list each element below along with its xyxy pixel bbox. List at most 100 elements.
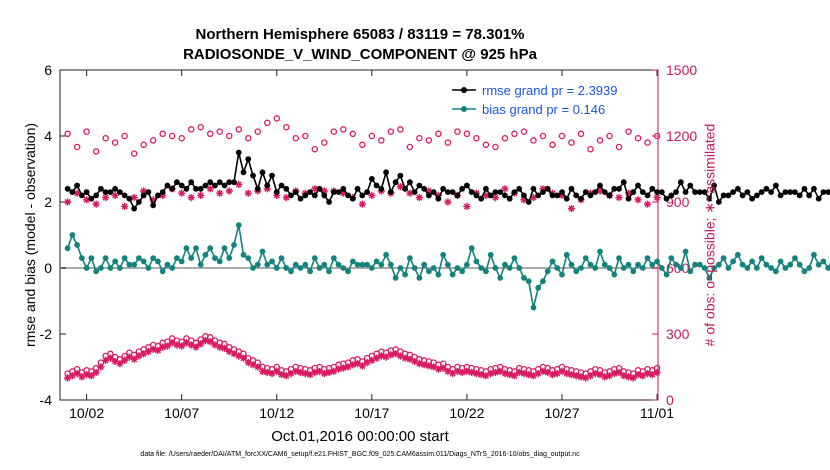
- bias-point: [535, 284, 542, 291]
- rmse-point: [820, 189, 827, 196]
- obs-possible-marker: [206, 130, 214, 138]
- bias-point: [578, 265, 584, 271]
- obs-assimilated-marker: [263, 185, 271, 193]
- obs-possible-marker: [92, 148, 100, 155]
- rmse-point: [193, 185, 199, 192]
- obs-possible-marker: [159, 130, 166, 138]
- rmse-point: [93, 192, 100, 199]
- rmse-point: [326, 199, 332, 205]
- bias-point: [321, 261, 328, 268]
- rmse-point: [763, 185, 770, 192]
- obs-assimilated-marker: [125, 353, 134, 361]
- bias-point: [521, 275, 527, 281]
- bias-point: [782, 265, 789, 271]
- obs-assimilated-marker: [529, 194, 538, 202]
- bias-point: [364, 261, 370, 268]
- bias-point: [768, 265, 775, 271]
- rmse-point: [720, 192, 727, 199]
- bias-point: [421, 261, 428, 268]
- bias-point: [506, 265, 513, 271]
- bias-point: [349, 258, 356, 265]
- obs-assimilated-marker: [624, 373, 633, 381]
- rmse-point: [164, 182, 171, 189]
- bias-point: [649, 261, 656, 268]
- bias-point: [777, 258, 784, 265]
- rmse-point: [649, 185, 656, 192]
- bias-point: [787, 261, 794, 268]
- obs-assimilated-marker: [601, 373, 609, 381]
- data-file-footnote: data file: /Users/raeder/DAI/ATM_forcXX/…: [140, 451, 580, 458]
- rmse-point: [578, 195, 584, 202]
- rmse-point: [406, 179, 413, 186]
- rmse-point: [278, 182, 285, 189]
- rmse-point: [150, 202, 157, 209]
- obs-assimilated-marker: [643, 200, 652, 208]
- bias-point: [74, 242, 81, 248]
- obs-assimilated-marker: [368, 191, 376, 199]
- rmse-point: [616, 185, 622, 192]
- bias-point: [630, 268, 637, 275]
- obs-assimilated-marker: [396, 352, 404, 360]
- bias-point: [307, 268, 313, 275]
- rmse-point: [131, 205, 138, 212]
- bias-point: [606, 265, 613, 271]
- obs-possible-marker: [625, 128, 632, 135]
- rmse-point: [478, 195, 485, 202]
- obs-assimilated-marker: [287, 370, 295, 378]
- obs-assimilated-marker: [197, 340, 205, 348]
- x-tick-label: 10/07: [164, 405, 199, 421]
- obs-assimilated-marker: [558, 367, 566, 375]
- rmse-point: [250, 172, 256, 179]
- bias-point: [796, 261, 803, 268]
- obs-assimilated-marker: [135, 352, 143, 360]
- rmse-point: [597, 182, 603, 189]
- bias-point: [273, 265, 280, 271]
- obs-assimilated-marker: [235, 352, 243, 360]
- bias-point: [592, 265, 599, 271]
- obs-assimilated-marker: [254, 363, 262, 371]
- obs-possible-marker: [254, 128, 261, 135]
- bias-point: [97, 265, 104, 271]
- bias-point: [701, 265, 708, 271]
- bias-point: [525, 278, 532, 285]
- rmse-point: [506, 195, 513, 202]
- obs-assimilated-marker: [106, 354, 114, 362]
- obs-assimilated-marker: [487, 370, 495, 378]
- rmse-point: [254, 185, 261, 192]
- series-rmse: [64, 149, 830, 212]
- obs-possible-marker: [225, 132, 233, 140]
- obs-possible-marker: [264, 119, 271, 127]
- rmse-point: [145, 189, 152, 196]
- rmse-point: [159, 189, 166, 196]
- rmse-point: [430, 189, 437, 196]
- rmse-point: [387, 189, 394, 196]
- obs-possible-marker: [64, 130, 71, 138]
- obs-assimilated-marker: [220, 344, 229, 352]
- bias-point: [359, 261, 366, 268]
- bias-point: [549, 258, 556, 265]
- obs-assimilated-marker: [83, 196, 91, 204]
- bias-point: [278, 255, 285, 262]
- rmse-point: [292, 189, 299, 196]
- bias-point: [69, 232, 76, 238]
- obs-assimilated-marker: [610, 370, 618, 378]
- obs-assimilated-marker: [620, 372, 628, 380]
- rmse-point: [297, 195, 304, 202]
- obs-assimilated-marker: [216, 189, 224, 197]
- rmse-point: [592, 189, 599, 196]
- obs-assimilated-marker: [539, 367, 547, 375]
- rmse-point: [682, 189, 689, 196]
- obs-possible-marker: [406, 143, 414, 151]
- rmse-point: [116, 189, 123, 196]
- obs-assimilated-marker: [206, 338, 214, 346]
- bias-point: [126, 261, 133, 268]
- rmse-point: [744, 189, 751, 196]
- bias-point: [673, 261, 679, 268]
- rmse-point: [639, 189, 646, 196]
- obs-assimilated-marker: [624, 189, 633, 197]
- obs-possible-marker: [187, 126, 195, 133]
- y-tick-label-left: 4: [44, 128, 52, 144]
- obs-assimilated-marker: [192, 343, 200, 351]
- obs-possible-marker: [596, 137, 604, 144]
- legend-marker: [461, 87, 467, 93]
